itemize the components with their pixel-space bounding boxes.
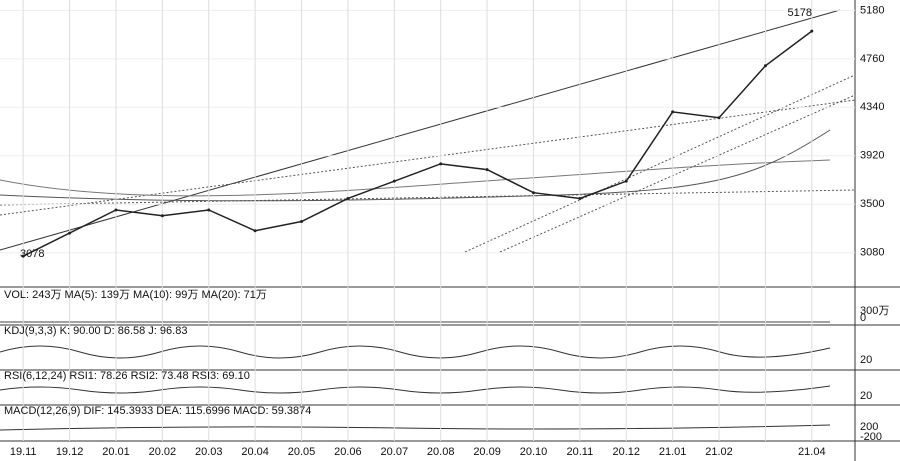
trend-line — [0, 189, 856, 206]
kdj-line — [0, 345, 831, 359]
y-tick-label: 3080 — [860, 247, 884, 259]
x-tick-label: 20.11 — [567, 446, 594, 458]
y-tick-label: 4340 — [860, 101, 884, 113]
panel-title: KDJ(9,3,3) K: 90.00 D: 86.58 J: 96.83 — [4, 325, 187, 337]
panel-title: MACD(12,26,9) DIF: 145.3933 DEA: 115.699… — [4, 405, 311, 417]
x-tick-label: 21.04 — [798, 446, 826, 458]
moving-average — [0, 129, 831, 202]
x-tick-label: 19.12 — [56, 446, 84, 458]
price-point — [21, 254, 25, 258]
macd-line — [0, 424, 831, 431]
price-point — [763, 64, 767, 68]
annotation: 3078 — [20, 248, 44, 260]
price-point — [346, 196, 350, 200]
annotation: 5178 — [788, 7, 812, 19]
panel-tick-label: 0 — [860, 312, 866, 324]
price-point — [114, 208, 118, 212]
moving-average — [0, 159, 831, 197]
panel-title: RSI(6,12,24) RSI1: 78.26 RSI2: 73.48 RSI… — [4, 370, 250, 382]
panel-tick-label: 300万 — [860, 305, 889, 317]
panel-tick-label: -200 — [860, 431, 882, 443]
x-tick-label: 20.03 — [195, 446, 223, 458]
x-tick-label: 20.08 — [427, 446, 455, 458]
x-tick-label: 21.02 — [705, 446, 733, 458]
x-tick-label: 20.12 — [612, 446, 640, 458]
price-point — [392, 179, 396, 183]
price-point — [253, 229, 257, 233]
price-point — [810, 29, 814, 33]
price-point — [624, 179, 628, 183]
price-line — [22, 30, 813, 257]
x-tick-label: 20.07 — [381, 446, 409, 458]
x-tick-label: 20.05 — [288, 446, 316, 458]
panel-tick-label: 200 — [860, 421, 878, 433]
x-tick-label: 19.11 — [10, 446, 37, 458]
price-point — [300, 220, 304, 224]
panel-tick-label: 20 — [860, 390, 872, 402]
x-tick-label: 20.02 — [149, 446, 177, 458]
y-tick-label: 3920 — [860, 150, 884, 162]
x-tick-label: 20.10 — [520, 446, 548, 458]
price-point — [485, 168, 489, 172]
price-point — [671, 110, 675, 114]
price-point — [439, 162, 443, 166]
trend-line — [464, 74, 856, 253]
x-tick-label: 20.01 — [102, 446, 130, 458]
trend-line — [0, 9, 841, 251]
panel-title: VOL: 243万 MA(5): 139万 MA(10): 99万 MA(20)… — [4, 289, 267, 301]
price-point — [68, 231, 72, 235]
y-tick-label: 3500 — [860, 198, 884, 210]
trend-line — [499, 94, 856, 253]
x-tick-label: 20.09 — [473, 446, 501, 458]
price-point — [717, 116, 721, 120]
price-point — [578, 196, 582, 200]
price-point — [531, 191, 535, 195]
panel-tick-label: 20 — [860, 354, 872, 366]
price-point — [207, 208, 211, 212]
x-tick-label: 21.01 — [659, 446, 687, 458]
y-tick-label: 5180 — [860, 4, 884, 16]
rsi-line — [0, 385, 831, 394]
x-tick-label: 20.04 — [241, 446, 269, 458]
price-point — [160, 214, 164, 218]
x-tick-label: 20.06 — [334, 446, 362, 458]
y-tick-label: 4760 — [860, 53, 884, 65]
